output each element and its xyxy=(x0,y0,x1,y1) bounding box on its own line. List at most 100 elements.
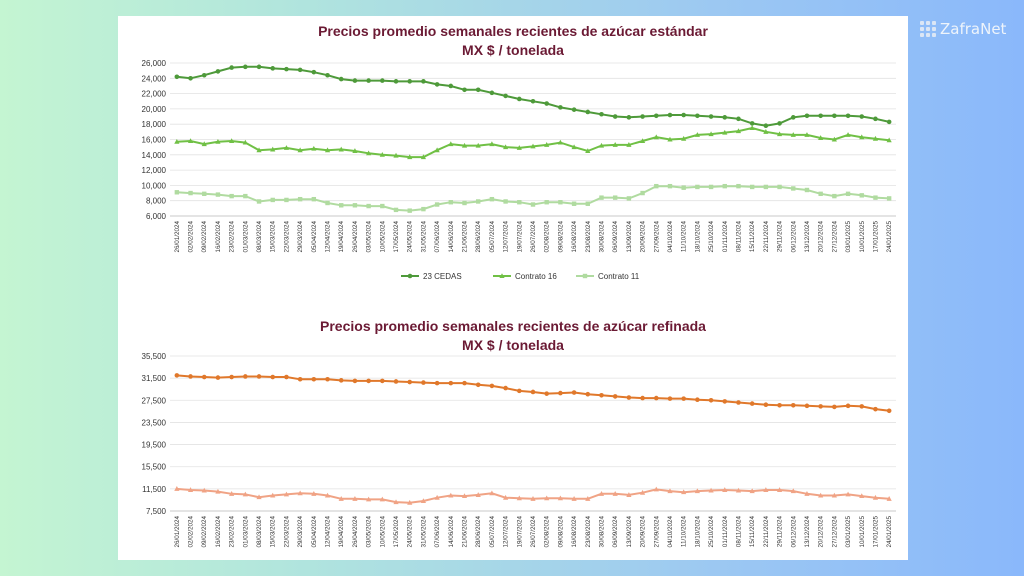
data-point xyxy=(544,200,549,205)
data-point xyxy=(284,197,289,203)
data-point xyxy=(530,143,536,149)
x-tick-label: 10/01/2025 xyxy=(859,221,866,253)
chart-title: Precios promedio semanales recientes de … xyxy=(320,318,706,334)
data-point xyxy=(832,113,837,119)
legend-marker xyxy=(407,273,413,279)
data-point xyxy=(585,496,591,501)
data-point xyxy=(667,136,673,142)
x-tick-label: 16/08/2024 xyxy=(571,221,578,253)
x-tick-label: 20/09/2024 xyxy=(640,221,647,253)
data-point xyxy=(790,402,796,408)
x-tick-label: 14/06/2024 xyxy=(448,221,455,253)
standard-sugar-chart: Precios promedio semanales recientes de … xyxy=(142,23,896,281)
data-point xyxy=(530,202,536,207)
data-point xyxy=(626,196,632,201)
data-point xyxy=(489,141,495,147)
data-point xyxy=(407,154,413,160)
y-tick-label: 23,500 xyxy=(142,418,167,427)
data-point xyxy=(407,79,413,84)
data-point xyxy=(804,491,810,496)
data-point xyxy=(270,146,276,152)
data-point xyxy=(475,382,481,388)
data-point xyxy=(297,67,303,73)
x-tick-label: 15/11/2024 xyxy=(749,221,756,253)
data-point xyxy=(448,492,454,498)
legend-marker xyxy=(499,273,505,278)
x-tick-label: 01/11/2024 xyxy=(722,221,729,253)
data-point xyxy=(188,374,193,379)
data-point xyxy=(873,406,878,412)
data-point xyxy=(243,374,248,379)
data-point xyxy=(448,141,454,147)
x-tick-label: 02/02/2024 xyxy=(188,516,195,548)
data-point xyxy=(187,138,194,144)
x-tick-label: 23/08/2024 xyxy=(585,221,592,253)
data-point xyxy=(763,129,769,134)
data-point xyxy=(338,496,344,501)
data-point xyxy=(804,113,810,119)
data-point xyxy=(886,408,892,414)
data-point xyxy=(311,145,317,151)
data-point xyxy=(229,374,234,380)
x-tick-label: 10/05/2024 xyxy=(379,516,386,548)
x-tick-label: 03/01/2025 xyxy=(845,516,852,548)
x-tick-label: 26/07/2024 xyxy=(530,221,537,253)
chart-title: Precios promedio semanales recientes de … xyxy=(318,23,708,39)
data-point xyxy=(845,191,851,197)
data-point xyxy=(188,76,193,81)
x-tick-label: 01/03/2024 xyxy=(242,221,249,253)
data-point xyxy=(407,379,413,385)
data-point xyxy=(215,375,221,380)
x-tick-label: 15/11/2024 xyxy=(749,516,756,548)
x-tick-label: 02/08/2024 xyxy=(544,221,551,253)
y-tick-label: 16,000 xyxy=(142,136,167,145)
data-point xyxy=(420,154,427,160)
y-tick-label: 10,000 xyxy=(142,181,167,190)
data-point xyxy=(667,488,673,494)
charts-card: Precios promedio semanales recientes de … xyxy=(118,16,908,560)
data-point xyxy=(339,203,344,208)
data-point xyxy=(585,201,590,206)
data-point xyxy=(695,113,700,119)
data-point xyxy=(694,132,700,137)
data-point xyxy=(640,395,645,401)
brand-name: ZafraNet xyxy=(940,20,1007,38)
data-point xyxy=(229,138,235,144)
x-tick-label: 16/08/2024 xyxy=(571,516,578,548)
x-tick-label: 07/06/2024 xyxy=(434,221,441,253)
data-point xyxy=(599,393,604,398)
chart-subtitle: MX $ / tonelada xyxy=(462,337,564,353)
data-point xyxy=(421,79,426,84)
x-tick-label: 29/03/2024 xyxy=(297,221,304,253)
data-point xyxy=(380,78,385,83)
x-tick-label: 03/05/2024 xyxy=(366,516,373,548)
data-point xyxy=(284,374,289,380)
data-point xyxy=(270,374,276,380)
data-point xyxy=(475,142,481,148)
data-point xyxy=(749,488,755,494)
data-point xyxy=(722,115,728,120)
data-point xyxy=(215,488,221,494)
data-point xyxy=(599,195,604,200)
x-tick-label: 26/04/2024 xyxy=(352,221,359,253)
data-point xyxy=(708,114,714,119)
x-tick-label: 15/03/2024 xyxy=(270,221,277,253)
data-point xyxy=(434,380,440,386)
data-point xyxy=(653,134,659,140)
x-tick-label: 08/03/2024 xyxy=(256,221,263,253)
data-point xyxy=(571,201,577,206)
data-point xyxy=(585,148,591,153)
data-point xyxy=(695,397,700,403)
data-point xyxy=(695,184,700,190)
x-tick-label: 12/04/2024 xyxy=(325,221,332,253)
x-tick-label: 27/12/2024 xyxy=(831,221,838,253)
data-point xyxy=(777,121,782,126)
data-point xyxy=(763,184,769,190)
data-point xyxy=(256,494,262,500)
x-tick-label: 05/04/2024 xyxy=(311,516,318,548)
data-point xyxy=(448,380,454,386)
data-point xyxy=(544,391,549,396)
data-point xyxy=(859,193,864,198)
data-point xyxy=(516,145,522,150)
data-point xyxy=(571,390,577,395)
